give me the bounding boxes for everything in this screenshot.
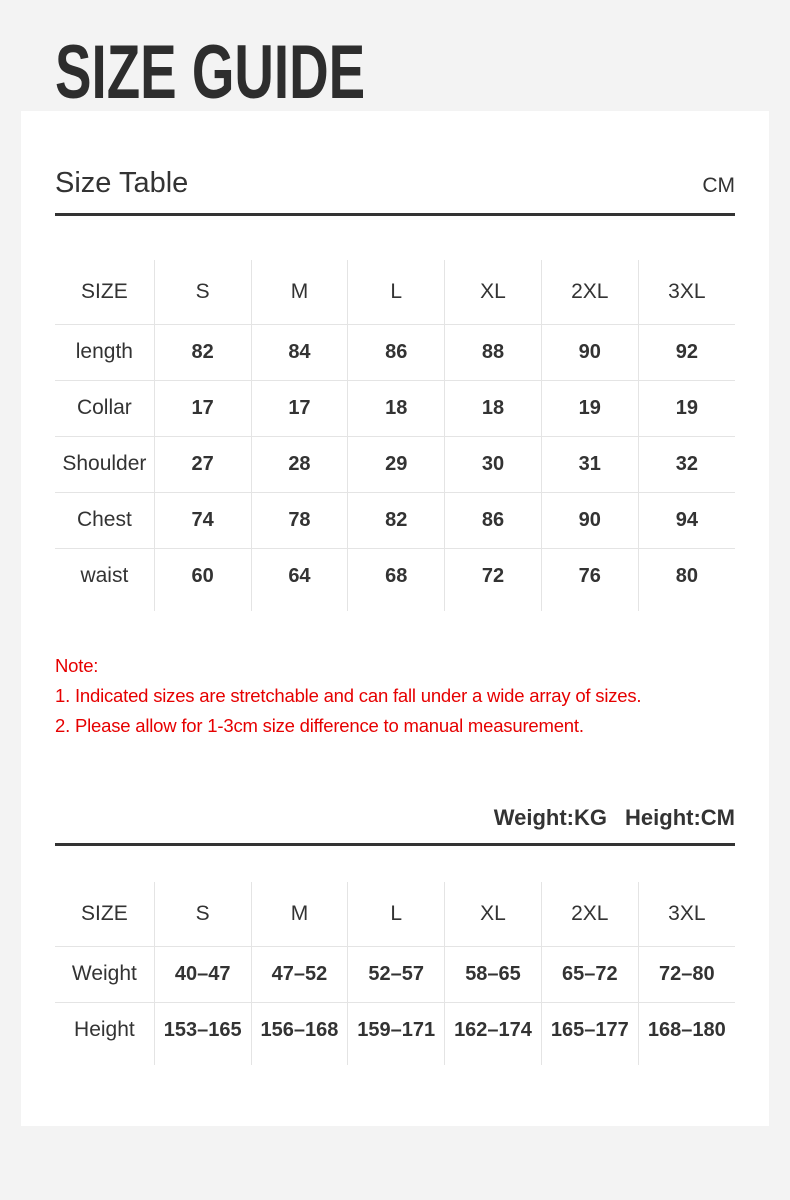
col-header-size: SIZE	[55, 260, 155, 324]
cell: 156–168	[251, 1001, 349, 1058]
cell: 82	[154, 323, 252, 380]
col-header-xl: XL	[444, 260, 542, 324]
cell: 84	[251, 323, 349, 380]
cell: 90	[541, 323, 639, 380]
cell: 88	[444, 323, 542, 380]
cell: 86	[444, 491, 542, 548]
row-label: Weight	[55, 945, 155, 1002]
col-header-s: S	[154, 260, 252, 324]
cell: 168–180	[638, 1001, 735, 1058]
col-header-2xl: 2XL	[541, 882, 639, 946]
cell: 30	[444, 435, 542, 492]
row-waist: waist 60 64 68 72 76 80	[55, 547, 735, 604]
cell: 60	[154, 547, 252, 604]
cell: 32	[638, 435, 735, 492]
cell: 65–72	[541, 945, 639, 1002]
cell: 28	[251, 435, 349, 492]
cell: 19	[541, 379, 639, 436]
col-header-xl: XL	[444, 882, 542, 946]
note-heading: Note:	[55, 655, 99, 676]
col-header-3xl: 3XL	[668, 279, 706, 303]
cell: 162–174	[444, 1001, 542, 1058]
cell: 64	[251, 547, 349, 604]
col-header-size: SIZE	[55, 882, 155, 946]
body-table-header-row: SIZE S M L XL 2XL 3XL	[55, 882, 735, 946]
row-label: length	[55, 323, 155, 380]
size-table: SIZE S M L XL 2XL 3XL length 82 84 86 88…	[55, 260, 735, 611]
cell: 72	[444, 547, 542, 604]
cell: 58–65	[444, 945, 542, 1002]
cell: 47–52	[251, 945, 349, 1002]
cell: 165–177	[541, 1001, 639, 1058]
row-label: waist	[55, 547, 155, 604]
size-guide-card: Size Table CM SIZE S M L XL 2XL 3XL leng…	[21, 111, 769, 1126]
size-table-section-header: Size Table CM	[55, 111, 735, 216]
cell: 72–80	[638, 945, 735, 1002]
cell: 18	[347, 379, 446, 436]
page-title: SIZE GUIDE	[55, 30, 366, 115]
cell: 18	[444, 379, 542, 436]
cell: 86	[347, 323, 446, 380]
cell: 17	[154, 379, 252, 436]
size-table-heading: Size Table	[55, 167, 189, 199]
row-collar: Collar 17 17 18 18 19 19	[55, 379, 735, 436]
cell: 31	[541, 435, 639, 492]
weight-unit-label: Weight:KG	[493, 805, 608, 830]
cell: 80	[638, 547, 735, 604]
cell: 40–47	[154, 945, 252, 1002]
col-header-l: L	[347, 882, 446, 946]
note-block: Note: 1. Indicated sizes are stretchable…	[55, 651, 735, 741]
cell: 78	[251, 491, 349, 548]
note-line-1: 1. Indicated sizes are stretchable and c…	[55, 685, 642, 706]
cell: 76	[541, 547, 639, 604]
row-shoulder: Shoulder 27 28 29 30 31 32	[55, 435, 735, 492]
cell: 27	[154, 435, 252, 492]
cell: 92	[638, 323, 735, 380]
cell: 90	[541, 491, 639, 548]
table-tail-spacer	[55, 1058, 735, 1065]
col-header-2xl: 2XL	[541, 260, 639, 324]
cell: 94	[638, 491, 735, 548]
row-length: length 82 84 86 88 90 92	[55, 323, 735, 380]
cell: 68	[347, 547, 446, 604]
page-header: SIZE GUIDE	[0, 0, 790, 111]
row-label: Shoulder	[55, 435, 155, 492]
body-table: SIZE S M L XL 2XL 3XL Weight 40–47 47–52…	[55, 882, 735, 1065]
size-table-unit-label: CM	[702, 174, 735, 197]
col-header-3xl: 3XL	[668, 901, 706, 925]
row-label: Height	[55, 1001, 155, 1058]
row-weight: Weight 40–47 47–52 52–57 58–65 65–72 72–…	[55, 945, 735, 1002]
col-header-s: S	[154, 882, 252, 946]
body-table-section-header: Weight:KG Height:CM	[55, 805, 735, 846]
table-tail-spacer	[55, 604, 735, 611]
row-chest: Chest 74 78 82 86 90 94	[55, 491, 735, 548]
row-label: Chest	[55, 491, 155, 548]
cell: 19	[638, 379, 735, 436]
row-label: Collar	[55, 379, 155, 436]
cell: 82	[347, 491, 446, 548]
note-line-2: 2. Please allow for 1-3cm size differenc…	[55, 715, 584, 736]
col-header-m: M	[251, 260, 349, 324]
cell: 29	[347, 435, 446, 492]
cell: 74	[154, 491, 252, 548]
cell: 159–171	[347, 1001, 446, 1058]
col-header-m: M	[251, 882, 349, 946]
size-table-header-row: SIZE S M L XL 2XL 3XL	[55, 260, 735, 324]
row-height: Height 153–165 156–168 159–171 162–174 1…	[55, 1001, 735, 1058]
col-header-l: L	[347, 260, 446, 324]
cell: 52–57	[347, 945, 446, 1002]
height-unit-label: Height:CM	[625, 805, 735, 830]
cell: 153–165	[154, 1001, 252, 1058]
cell: 17	[251, 379, 349, 436]
